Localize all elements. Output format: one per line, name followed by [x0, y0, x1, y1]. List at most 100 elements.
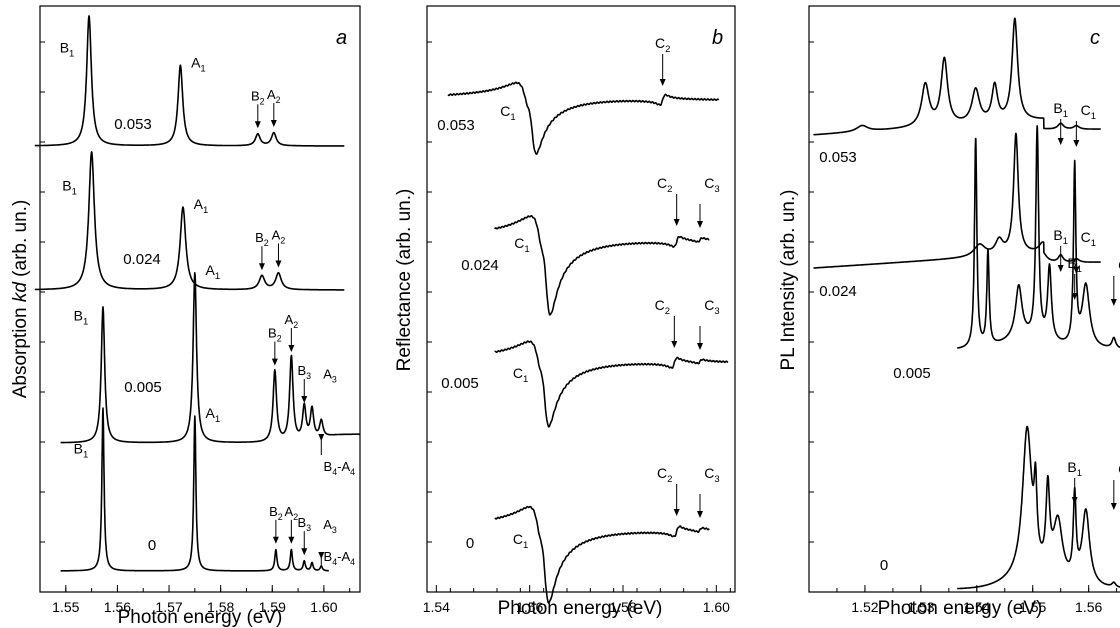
peak-label-b1: B1	[1067, 255, 1082, 275]
x-tick-label: 1.56	[516, 599, 543, 615]
peak-label-a2: A2	[285, 312, 299, 330]
trace-label: 0.005	[124, 379, 162, 396]
peak-label-c1: C1	[513, 365, 528, 385]
panel-a-y-ticks	[40, 41, 45, 543]
arrow	[272, 519, 279, 544]
arrow	[288, 328, 295, 352]
x-tick-label: 1.57	[155, 599, 182, 615]
reflectance-trace	[447, 81, 720, 155]
arrow	[671, 316, 678, 348]
arrow	[301, 531, 308, 556]
pl-trace	[956, 425, 1120, 590]
panel-c-frame	[808, 5, 1120, 593]
peak-label-c1: C1	[1081, 229, 1096, 249]
arrow	[318, 434, 325, 455]
peak-label-b1: B1	[1067, 459, 1082, 479]
arrow	[1071, 478, 1078, 504]
peak-label-a1: A1	[206, 405, 221, 425]
trace-label: 0.053	[819, 149, 857, 166]
peak-label-b1: B1	[60, 39, 75, 59]
arrow	[254, 104, 261, 129]
absorption-trace	[34, 15, 345, 147]
arrow	[1073, 121, 1080, 147]
reflectance-trace	[494, 214, 710, 316]
x-tick-label: 1.54	[963, 599, 990, 615]
panel-c-x-axis: 1.52 1.53 1.54 1.55 1.56	[808, 585, 1118, 615]
panel-b-y-ticks	[427, 41, 432, 543]
arrow	[1110, 276, 1117, 306]
trace-label: 0.005	[893, 365, 931, 382]
trace-label: 0	[880, 557, 888, 574]
reflectance-trace	[494, 505, 710, 604]
peak-label-c1: C1	[1081, 102, 1096, 122]
peak-label-a3: A3	[323, 366, 337, 384]
peak-label-c3: C3	[704, 175, 719, 195]
arrow	[1071, 274, 1078, 300]
peak-label-c1: C1	[500, 103, 515, 123]
panel-c-ylabel: PL Intensity (arb. un.)	[778, 190, 799, 371]
peak-label-c1: C1	[1118, 461, 1120, 481]
pl-trace	[956, 125, 1120, 349]
peak-label-b3: B3	[297, 515, 311, 533]
x-tick-label: 1.52	[851, 599, 878, 615]
x-tick-label: 1.54	[423, 599, 450, 615]
x-tick-label: 1.58	[609, 599, 636, 615]
arrow	[301, 379, 308, 403]
peak-label-a1: A1	[191, 54, 206, 74]
trace-label: 0.005	[441, 375, 479, 392]
arrow	[1110, 480, 1117, 510]
arrow	[270, 103, 277, 127]
peak-label-b2: B2	[269, 504, 283, 522]
x-tick-label: 1.56	[1075, 599, 1102, 615]
arrow	[318, 552, 325, 565]
panel-a-frame	[39, 5, 361, 593]
peak-label-c1: C1	[513, 531, 528, 551]
peak-label-c3: C3	[704, 297, 719, 317]
peak-label-c2: C2	[657, 175, 672, 195]
peak-label-c2: C2	[657, 465, 672, 485]
peak-label-a2: A2	[272, 227, 286, 245]
peak-label-a3: A3	[323, 517, 337, 535]
panel-c-plot: 0.053 B1 C1 0.024 B1 C1 0.005 B1 C1 0 B1 C1	[812, 17, 1120, 590]
arrow	[697, 326, 703, 350]
x-tick-label: 1.55	[1019, 599, 1046, 615]
panel-a-letter: a	[336, 27, 347, 49]
panel-c-pl: c 1.52 1.53 1.54 1.55 1.56 0.053 B1 C1 0.024 B1 C…	[778, 5, 1120, 619]
trace-label: 0.024	[819, 283, 857, 300]
peak-label-b2: B2	[255, 230, 269, 248]
arrow	[271, 341, 278, 366]
panel-b-x-axis: 1.54 1.56 1.58 1.60	[423, 585, 731, 615]
trace-label: 0	[148, 537, 156, 554]
x-tick-label: 1.59	[259, 599, 286, 615]
panel-b-xlabel: Photon energy (eV)	[498, 598, 663, 619]
absorption-trace	[60, 407, 330, 572]
panel-a-ylabel: Absorption kd (arb. un.)	[10, 200, 31, 399]
peak-label-b1: B1	[1053, 100, 1068, 120]
absorption-trace	[60, 272, 361, 444]
trace-label: 0.024	[123, 251, 161, 268]
panel-a-xlabel: Photon energy (eV)	[118, 607, 283, 628]
absorption-trace	[34, 151, 345, 291]
peak-label-c3: C3	[704, 465, 719, 485]
trace-label: 0.053	[114, 116, 152, 133]
panel-b-letter: b	[712, 27, 723, 49]
pl-trace	[812, 17, 1102, 136]
peak-label-b1: B1	[62, 178, 77, 198]
arrow	[697, 204, 703, 228]
panel-c-xlabel: Photon energy (eV)	[878, 598, 1043, 619]
peak-label-b1: B1	[1053, 227, 1068, 247]
peak-label-b1: B1	[74, 441, 89, 461]
arrow	[258, 246, 265, 271]
x-tick-label: 1.58	[207, 599, 234, 615]
peak-label-b2: B2	[268, 326, 282, 344]
peak-label-a1: A1	[194, 196, 209, 216]
peak-label-b4-a4: B4-A4	[324, 459, 356, 477]
peak-label-b3: B3	[297, 363, 311, 381]
x-tick-label: 1.55	[52, 599, 79, 615]
arrow	[288, 519, 295, 544]
peak-label-c1: C1	[514, 235, 529, 255]
